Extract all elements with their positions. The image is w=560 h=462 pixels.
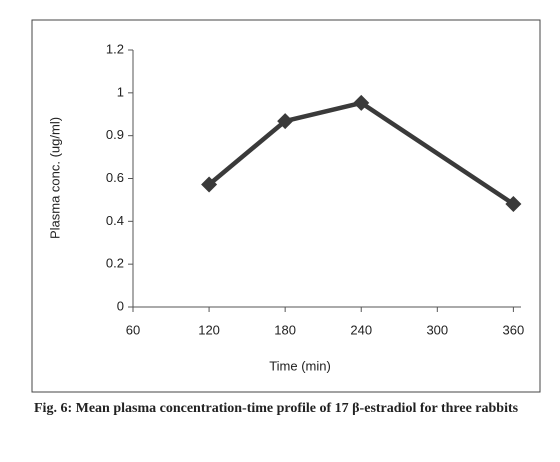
x-tick-label: 180 — [274, 322, 296, 337]
data-point — [201, 176, 218, 193]
data-point — [353, 94, 370, 111]
x-tick-label: 240 — [350, 322, 372, 337]
x-axis-label: Time (min) — [269, 358, 331, 373]
y-axis-label: Plasma conc. (ug/ml) — [47, 117, 62, 239]
caption: Fig. 6: Mean plasma concentration-time p… — [34, 401, 519, 416]
x-tick-label: 120 — [198, 322, 220, 337]
y-tick-label: 0.4 — [106, 213, 124, 228]
frame — [31, 19, 541, 393]
y-tick-label: 0.6 — [106, 170, 124, 185]
x-tick-label: 300 — [426, 322, 448, 337]
x-tick-label: 60 — [126, 322, 140, 337]
data-point — [277, 113, 294, 130]
y-tick-label: 0.9 — [106, 127, 124, 142]
y-tick-label: 0 — [117, 298, 124, 313]
x-tick-label: 360 — [503, 322, 525, 337]
y-tick-label: 1.2 — [106, 41, 124, 56]
data-point — [505, 195, 522, 212]
y-tick-label: 1 — [117, 84, 124, 99]
y-tick-label: 0.2 — [106, 256, 124, 271]
data-line — [207, 100, 515, 206]
